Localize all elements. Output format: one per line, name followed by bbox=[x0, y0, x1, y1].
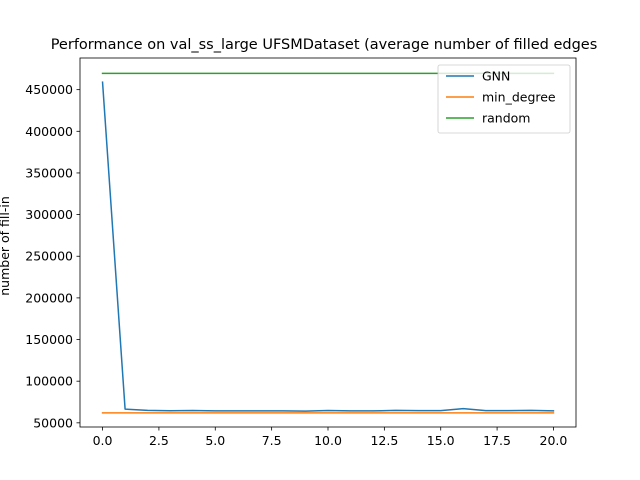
legend-label-min-degree: min_degree bbox=[482, 90, 556, 105]
x-tick-label: 10.0 bbox=[314, 433, 342, 448]
y-tick-label: 150000 bbox=[25, 332, 73, 347]
y-tick-label: 400000 bbox=[25, 124, 73, 139]
x-tick-label: 5.0 bbox=[205, 433, 225, 448]
legend-label-GNN: GNN bbox=[482, 69, 510, 84]
y-tick-label: 50000 bbox=[33, 415, 73, 430]
axes: 0.0 2.5 5.0 7.5 10.0 12.5 15.0 17.5 20.0 50000 100… bbox=[25, 57, 577, 448]
y-tick-label: 450000 bbox=[25, 82, 73, 97]
legend-box bbox=[437, 64, 571, 134]
x-tick-label: 20.0 bbox=[540, 433, 568, 448]
y-tick-label: 350000 bbox=[25, 165, 73, 180]
chart-title: Performance on val_ss_large UFSMDataset … bbox=[51, 37, 598, 53]
y-tick-label: 250000 bbox=[25, 249, 73, 264]
x-tick-label: 0.0 bbox=[93, 433, 113, 448]
series-line-GNN bbox=[101, 81, 555, 412]
x-tick-label: 12.5 bbox=[370, 433, 398, 448]
y-tick-label: 300000 bbox=[25, 207, 73, 222]
x-tick-label: 2.5 bbox=[149, 433, 169, 448]
x-tick-label: 15.0 bbox=[427, 433, 455, 448]
y-tick-label: 100000 bbox=[25, 374, 73, 389]
legend-label-random: random bbox=[482, 111, 530, 126]
x-tick-label: 17.5 bbox=[483, 433, 511, 448]
y-tick-label: 200000 bbox=[25, 290, 73, 305]
y-axis-label: number of fill-in bbox=[0, 196, 12, 296]
x-tick-label: 7.5 bbox=[262, 433, 282, 448]
